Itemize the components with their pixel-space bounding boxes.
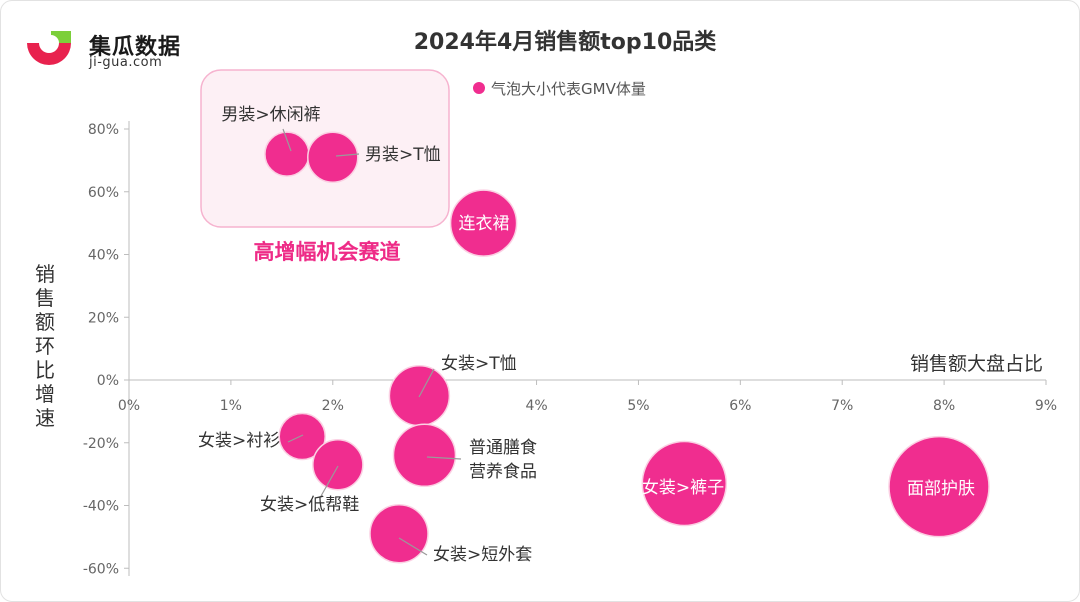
chart-title: 2024年4月销售额top10品类 bbox=[414, 29, 718, 55]
bubble-label: 男装>休闲裤 bbox=[221, 105, 320, 125]
y-tick-label: -20% bbox=[83, 436, 119, 452]
bubble[interactable] bbox=[278, 412, 326, 461]
y-tick-label: 60% bbox=[88, 185, 119, 201]
leader-line bbox=[335, 153, 360, 157]
y-tick-label: 40% bbox=[88, 248, 119, 264]
brand-domain: ji-gua.com bbox=[89, 55, 163, 70]
y-tick-label: 80% bbox=[88, 122, 119, 138]
svg-text:销: 销 bbox=[35, 262, 55, 286]
y-tick-label: -60% bbox=[83, 561, 119, 577]
y-tick-label: 0% bbox=[97, 373, 119, 389]
leader-line bbox=[398, 537, 428, 556]
svg-text:速: 速 bbox=[35, 406, 55, 430]
x-tick-label: 0% bbox=[118, 398, 140, 414]
brand-name: 集瓜数据 bbox=[89, 35, 182, 60]
leader-line bbox=[320, 465, 339, 497]
bubble-label: 连衣裙 bbox=[459, 214, 510, 234]
bubble-label: 男装>T恤 bbox=[365, 145, 441, 165]
svg-text:增: 增 bbox=[35, 382, 55, 406]
jigua-logo-icon bbox=[27, 31, 71, 65]
svg-text:售: 售 bbox=[35, 286, 55, 310]
legend-text: 气泡大小代表GMV体量 bbox=[491, 80, 646, 98]
y-axis-title: 销 售 额 环 比 增 速 bbox=[35, 262, 55, 430]
svg-text:环: 环 bbox=[35, 334, 55, 358]
leader-line bbox=[282, 128, 292, 152]
bubble[interactable] bbox=[392, 423, 457, 488]
x-tick-label: 7% bbox=[831, 398, 853, 414]
y-tick-label: -40% bbox=[83, 499, 119, 515]
x-tick-label: 5% bbox=[627, 398, 649, 414]
bubble[interactable] bbox=[641, 440, 728, 527]
bubble-label: 女装>T恤 bbox=[441, 354, 517, 374]
bubble[interactable] bbox=[312, 438, 364, 491]
bubble-label: 女装>短外套 bbox=[433, 545, 532, 565]
bubble-label: 女装>衬衫 bbox=[198, 431, 280, 451]
bubble[interactable] bbox=[888, 435, 990, 538]
bubble[interactable] bbox=[369, 503, 429, 564]
bubble[interactable] bbox=[449, 189, 518, 257]
leader-line bbox=[418, 368, 435, 398]
svg-text:比: 比 bbox=[35, 358, 55, 382]
legend-marker bbox=[473, 82, 485, 94]
bubble[interactable] bbox=[307, 131, 359, 183]
x-axis-title: 销售额大盘占比 bbox=[910, 353, 1043, 375]
bubble-label: 女装>裤子 bbox=[642, 478, 724, 498]
y-tick-label: 20% bbox=[88, 310, 119, 326]
x-tick-label: 6% bbox=[729, 398, 751, 414]
x-tick-label: 1% bbox=[220, 398, 242, 414]
x-tick-label: 8% bbox=[933, 398, 955, 414]
bubble-label: 女装>低帮鞋 bbox=[260, 495, 359, 515]
svg-text:额: 额 bbox=[35, 310, 55, 334]
bubble-label: 营养食品 bbox=[469, 462, 537, 482]
leader-line bbox=[287, 434, 304, 443]
bubble-label: 面部护肤 bbox=[907, 479, 975, 499]
x-tick-label: 2% bbox=[322, 398, 344, 414]
x-tick-label: 4% bbox=[525, 398, 547, 414]
x-tick-label: 9% bbox=[1035, 398, 1057, 414]
leader-line bbox=[426, 456, 462, 460]
bubble-label: 普通膳食 bbox=[469, 438, 537, 458]
opportunity-label: 高增幅机会赛道 bbox=[254, 240, 401, 264]
